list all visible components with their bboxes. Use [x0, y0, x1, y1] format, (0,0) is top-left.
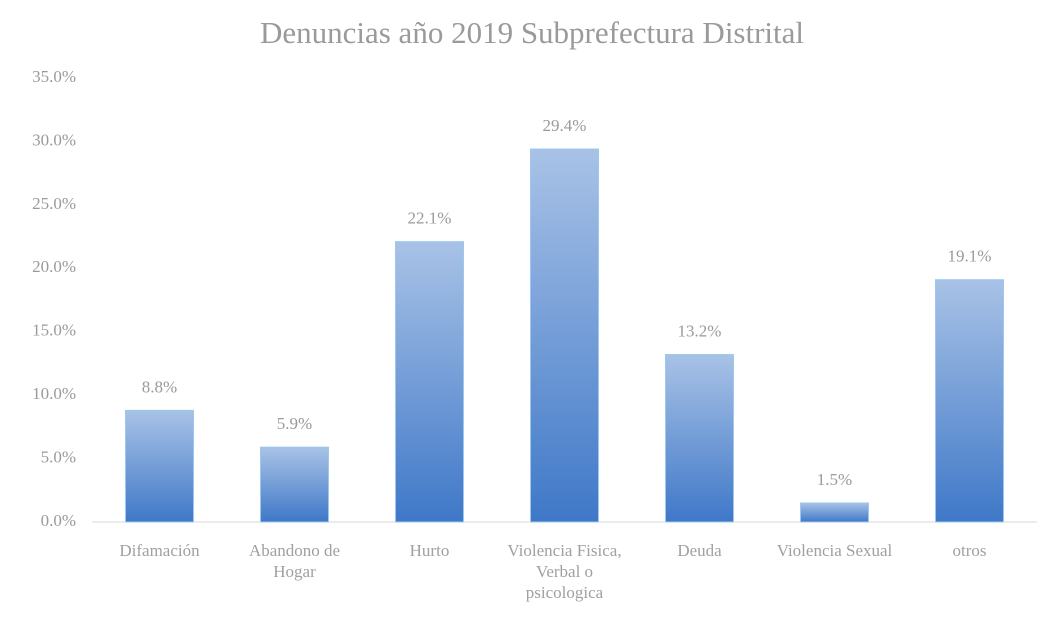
y-tick-label: 5.0%	[41, 447, 76, 466]
data-label: 1.5%	[817, 470, 852, 489]
data-label: 29.4%	[543, 116, 587, 135]
x-tick-label: Hurto	[409, 541, 450, 560]
y-tick-label: 0.0%	[41, 511, 76, 530]
x-tick-label: Deuda	[677, 541, 722, 560]
data-label: 19.1%	[948, 247, 992, 266]
x-tick-label: Violencia Sexual	[776, 541, 893, 560]
y-tick-label: 10.0%	[32, 384, 76, 403]
bar	[530, 148, 599, 523]
bar	[125, 409, 194, 523]
y-tick-label: 25.0%	[32, 194, 76, 213]
data-label: 5.9%	[277, 414, 312, 433]
bar	[260, 446, 329, 523]
data-label: 22.1%	[408, 209, 452, 228]
y-tick-label: 15.0%	[32, 321, 76, 340]
chart-title: Denuncias año 2019 Subprefectura Distrit…	[260, 15, 804, 50]
y-tick-label: 20.0%	[32, 257, 76, 276]
bar	[800, 502, 869, 523]
x-tick-label: otros	[952, 541, 987, 560]
bar	[395, 241, 464, 523]
bar	[935, 279, 1004, 523]
y-tick-label: 35.0%	[32, 67, 76, 86]
bar	[665, 354, 734, 523]
y-tick-label: 30.0%	[32, 130, 76, 149]
x-tick-label: Difamación	[119, 541, 200, 560]
data-label: 8.8%	[142, 377, 177, 396]
data-label: 13.2%	[678, 321, 722, 340]
x-tick-label: Abandono de Hogar	[248, 541, 341, 581]
x-tick-label: Violencia Fisica, Verbal o psicologica	[507, 541, 622, 602]
